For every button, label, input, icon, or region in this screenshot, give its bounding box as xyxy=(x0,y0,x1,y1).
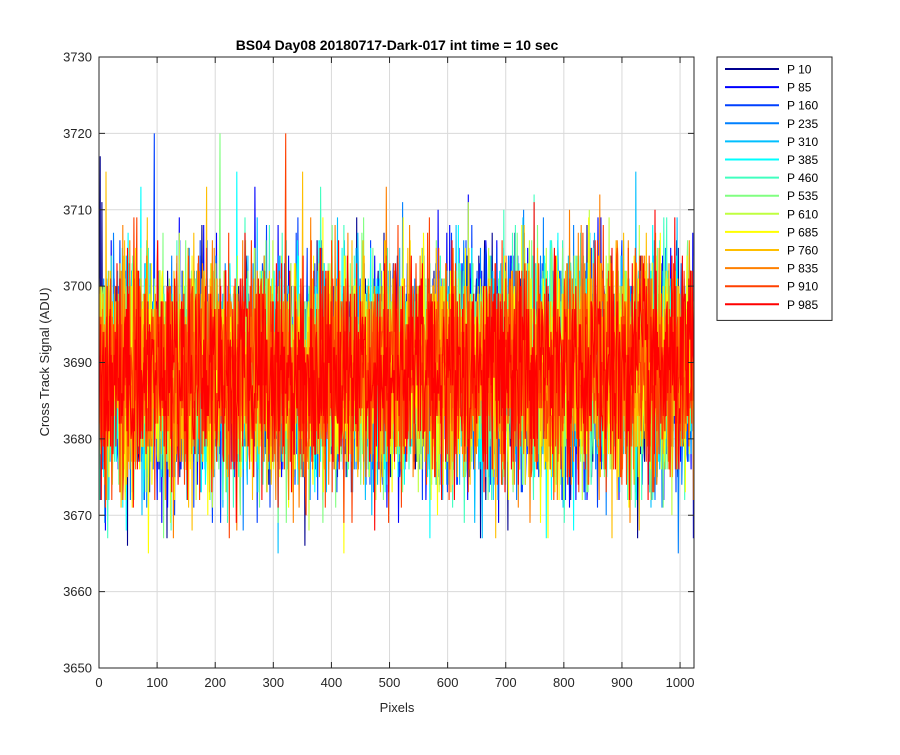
legend-label: P 760 xyxy=(787,244,818,258)
plot-area xyxy=(99,133,694,554)
legend-label: P 610 xyxy=(787,207,818,221)
axes: 0 100 200 300 400 500 600 700 800 900 1000 3650 3660… xyxy=(63,50,694,691)
x-axis-label: Pixels xyxy=(380,700,415,715)
x-tick-label: 500 xyxy=(379,675,401,690)
legend-label: P 160 xyxy=(787,99,818,113)
y-axis-label: Cross Track Signal (ADU) xyxy=(37,288,52,437)
y-tick-label: 3680 xyxy=(63,431,92,446)
legend-label: P 310 xyxy=(787,135,818,149)
y-tick-label: 3690 xyxy=(63,355,92,370)
legend-label: P 985 xyxy=(787,298,818,312)
x-tick-label: 800 xyxy=(553,675,575,690)
y-tick-label: 3670 xyxy=(63,508,92,523)
y-tick-label: 3720 xyxy=(63,126,92,141)
x-tick-label: 1000 xyxy=(666,675,695,690)
y-tick-label: 3730 xyxy=(63,50,92,65)
legend-label: P 535 xyxy=(787,189,818,203)
legend-label: P 235 xyxy=(787,117,818,131)
x-tick-label: 300 xyxy=(262,675,284,690)
x-tick-label: 900 xyxy=(611,675,633,690)
series-line-p910 xyxy=(99,133,694,539)
x-tick-label: 400 xyxy=(321,675,343,690)
x-tick-label: 600 xyxy=(437,675,459,690)
chart-title: BS04 Day08 20180717-Dark-017 int time = … xyxy=(236,37,559,53)
y-tick-label: 3710 xyxy=(63,202,92,217)
legend-label: P 85 xyxy=(787,81,812,95)
y-tick-label: 3650 xyxy=(63,661,92,676)
y-tick-label: 3700 xyxy=(63,279,92,294)
y-tick-label: 3660 xyxy=(63,584,92,599)
legend-label: P 835 xyxy=(787,262,818,276)
legend-box xyxy=(716,56,833,321)
legend-label: P 910 xyxy=(787,280,818,294)
legend-label: P 385 xyxy=(787,153,818,167)
legend-label: P 460 xyxy=(787,171,818,185)
x-tick-label: 0 xyxy=(95,675,102,690)
x-tick-label: 100 xyxy=(146,675,168,690)
legend: P 10 P 85 P 160 P 235 P 310 P 385 P 460 P 535 P … xyxy=(716,56,833,321)
x-tick-label: 200 xyxy=(204,675,226,690)
x-tick-label: 700 xyxy=(495,675,517,690)
legend-label: P 10 xyxy=(787,63,812,77)
legend-label: P 685 xyxy=(787,225,818,239)
series-line-p985 xyxy=(99,202,694,531)
